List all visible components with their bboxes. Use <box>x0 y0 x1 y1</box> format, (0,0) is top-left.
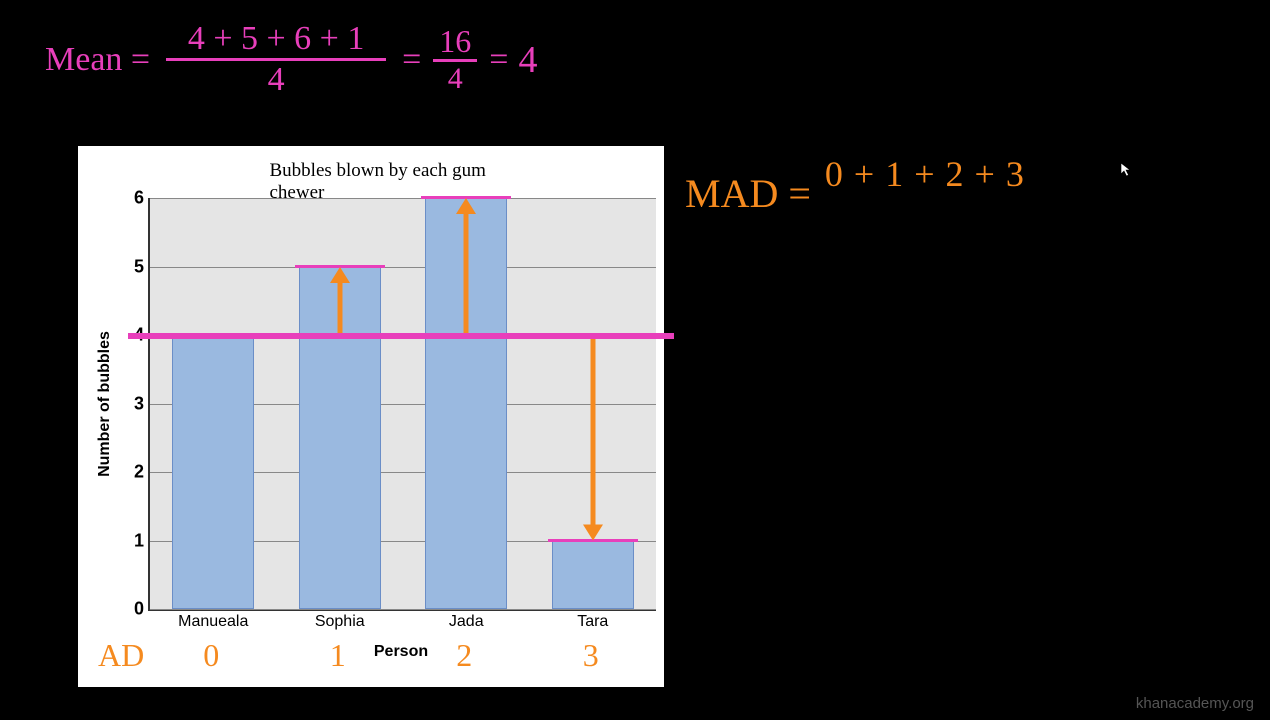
mean-denom-2: 4 <box>448 64 463 94</box>
mean-numer-1: 4 + 5 + 6 + 1 <box>188 22 365 56</box>
gridline <box>150 267 656 268</box>
xtick-label: Manueala <box>178 613 248 631</box>
ad-value: 3 <box>583 637 599 674</box>
ytick-label: 6 <box>134 188 144 209</box>
ytick-label: 0 <box>134 599 144 620</box>
xtick-label: Sophia <box>315 613 365 631</box>
mean-result: 4 <box>518 38 537 82</box>
mean-line <box>128 333 674 337</box>
ad-value: 2 <box>456 637 472 674</box>
xtick-label: Jada <box>449 613 484 631</box>
chart-bar <box>425 198 507 609</box>
xtick-label: Tara <box>577 613 608 631</box>
bar-top-mark <box>295 265 385 268</box>
gridline <box>150 198 656 199</box>
equals-2: = <box>489 41 508 79</box>
chart-bar <box>172 335 254 609</box>
mad-numer: 0 + 1 + 2 + 3 <box>825 153 1025 195</box>
chart-bar <box>299 267 381 610</box>
ad-label: AD <box>98 637 144 674</box>
bar-top-mark <box>548 539 638 542</box>
ad-value: 1 <box>330 637 346 674</box>
ytick-label: 5 <box>134 256 144 277</box>
mean-label: Mean = <box>45 41 150 79</box>
ytick-label: 1 <box>134 530 144 551</box>
x-axis-label: Person <box>374 643 428 661</box>
chart-bar <box>552 541 634 610</box>
watermark: khanacademy.org <box>1136 695 1254 712</box>
mean-equation: Mean = 4 + 5 + 6 + 1 4 = 16 4 = 4 <box>45 22 537 97</box>
mean-numer-2: 16 <box>439 25 471 57</box>
mean-fraction-2: 16 4 <box>433 25 477 94</box>
y-axis-label: Number of bubbles <box>96 331 114 477</box>
bar-top-mark <box>421 196 511 199</box>
mad-equation: MAD = 0 + 1 + 2 + 3 <box>685 150 1025 197</box>
mad-label: MAD = <box>685 170 811 217</box>
mean-fraction-1: 4 + 5 + 6 + 1 4 <box>166 22 386 97</box>
ytick-label: 3 <box>134 393 144 414</box>
cursor-icon <box>1120 162 1136 178</box>
ytick-label: 2 <box>134 462 144 483</box>
equals-1: = <box>402 41 421 79</box>
chart-panel: Bubbles blown by each gum chewer 0123456… <box>78 146 664 687</box>
plot-area: 0123456ManuealaSophiaJadaTara <box>148 198 656 611</box>
gridline <box>150 609 656 610</box>
deviation-arrow <box>579 335 607 541</box>
mean-denom-1: 4 <box>268 63 285 97</box>
ad-value: 0 <box>203 637 219 674</box>
